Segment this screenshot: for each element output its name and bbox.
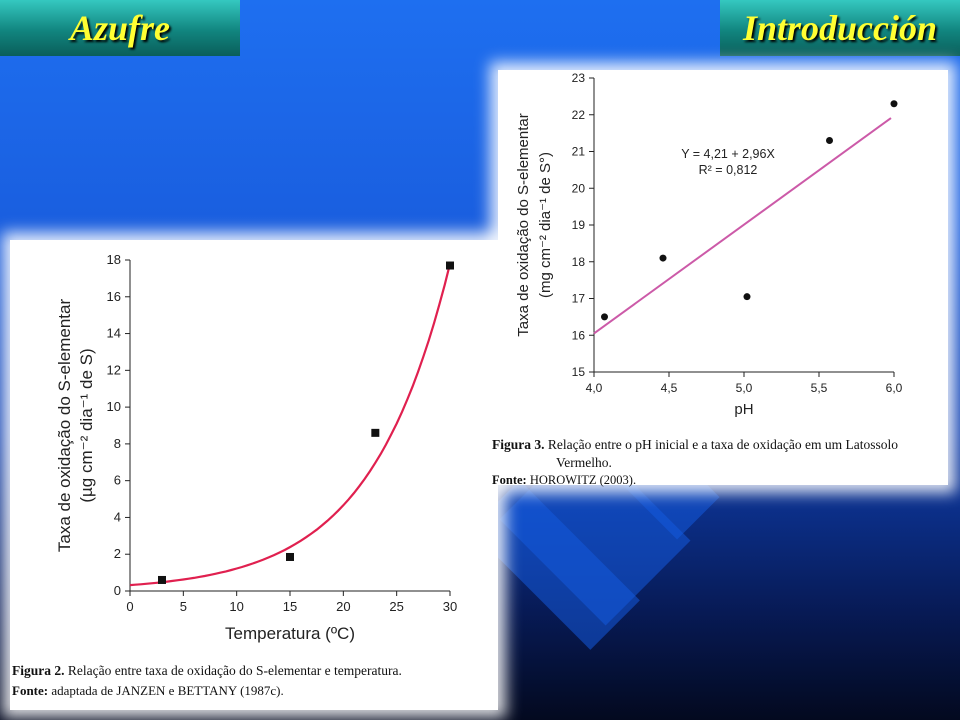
y-axis-unit-label: (µg cm⁻² dia⁻¹ de S) <box>77 348 96 502</box>
figure-3-caption-text: Relação entre o pH inicial e a taxa de o… <box>544 437 898 452</box>
ph-chart: 4,0 4,5 5,0 5,5 6,0 15 16 17 18 19 20 21 22 23 pH Taxa … <box>515 71 903 418</box>
x-axis-label: Temperatura (ºC) <box>225 624 355 643</box>
x-tick-label: 25 <box>389 599 403 614</box>
r-squared-label: R² = 0,812 <box>699 163 758 177</box>
figure-3-label: Figura 3. <box>492 437 545 452</box>
section-title: Azufre <box>69 8 171 48</box>
y-tick-label: 8 <box>114 436 121 451</box>
y-tick-label: 4 <box>114 509 121 524</box>
x-tick-label: 5,0 <box>736 381 753 395</box>
x-tick-label: 4,5 <box>661 381 678 395</box>
x-tick-label: 20 <box>336 599 350 614</box>
data-point <box>601 313 608 321</box>
y-tick-label: 12 <box>107 362 121 377</box>
x-tick-label: 30 <box>443 599 457 614</box>
y-tick-label: 10 <box>107 399 121 414</box>
x-tick-label: 0 <box>126 599 133 614</box>
y-tick-label: 19 <box>572 218 586 232</box>
figure-3-caption-line2: Vermelho. <box>556 454 612 471</box>
x-tick-label: 5 <box>180 599 187 614</box>
data-point <box>659 254 667 262</box>
data-point <box>286 552 294 561</box>
y-tick-label: 18 <box>107 252 121 267</box>
y-tick-label: 14 <box>107 326 121 341</box>
y-tick-label: 17 <box>572 292 586 306</box>
x-tick-label: 6,0 <box>886 381 903 395</box>
figure-3-caption: Figura 3. Relação entre o pH inicial e a… <box>492 436 898 453</box>
figure-3-source-label: Fonte: <box>492 473 527 487</box>
data-point <box>158 575 166 584</box>
data-point <box>446 261 454 270</box>
y-tick-label: 0 <box>114 583 121 598</box>
figure-2-source-text: adaptada de JANZEN e BETTANY (1987c). <box>48 683 284 698</box>
x-axis-label: pH <box>734 401 753 418</box>
data-point <box>890 100 898 108</box>
y-axis-label: Taxa de oxidação do S-elementar <box>55 299 74 553</box>
title-tab-left: Azufre <box>0 0 240 56</box>
figure-2-caption: Figura 2. Relação entre taxa de oxidação… <box>12 662 402 679</box>
linear-fit-line <box>593 117 892 335</box>
y-tick-label: 22 <box>572 108 586 122</box>
figure-3-panel: 4,0 4,5 5,0 5,5 6,0 15 16 17 18 19 20 21 22 23 pH Taxa … <box>492 70 948 487</box>
y-tick-label: 15 <box>572 365 586 379</box>
figure-2-source: Fonte: adaptada de JANZEN e BETTANY (198… <box>12 682 284 699</box>
figure-2-panel: 0 5 10 15 20 25 30 0 2 4 6 8 10 12 14 16 18 Temperatura (… <box>10 240 498 710</box>
y-tick-label: 21 <box>572 145 586 159</box>
y-tick-label: 20 <box>572 181 586 195</box>
regression-equation: Y = 4,21 + 2,96X <box>681 147 775 161</box>
y-axis-unit-label: (mg cm⁻² dia⁻¹ de S°) <box>537 152 554 298</box>
figure-2-source-label: Fonte: <box>12 683 49 698</box>
y-tick-label: 6 <box>114 473 121 488</box>
x-tick-label: 15 <box>283 599 297 614</box>
temperature-chart: 0 5 10 15 20 25 30 0 2 4 6 8 10 12 14 16 18 Temperatura (… <box>55 252 457 643</box>
y-tick-label: 18 <box>572 255 586 269</box>
y-tick-label: 23 <box>572 71 586 85</box>
figure-3-caption-text2: Vermelho. <box>556 455 612 470</box>
data-point <box>826 136 833 144</box>
figure-2-label: Figura 2. <box>12 663 65 678</box>
figure-3-source: Fonte: HOROWITZ (2003). <box>492 472 636 489</box>
x-tick-label: 10 <box>229 599 243 614</box>
y-tick-label: 16 <box>107 289 121 304</box>
topic-title: Introducción <box>742 8 938 48</box>
title-tab-right: Introducción <box>720 0 960 56</box>
figure-3-source-text: HOROWITZ (2003). <box>526 473 637 487</box>
x-tick-label: 5,5 <box>811 381 828 395</box>
data-point <box>371 428 380 437</box>
exponential-fit-line <box>129 263 452 587</box>
figure-2-caption-text: Relação entre taxa de oxidação do S-elem… <box>64 663 402 678</box>
y-tick-label: 16 <box>572 328 586 342</box>
y-tick-label: 2 <box>114 546 121 561</box>
x-tick-label: 4,0 <box>586 381 603 395</box>
y-axis-label: Taxa de oxidação do S-elementar <box>515 113 532 336</box>
data-point <box>743 293 751 301</box>
